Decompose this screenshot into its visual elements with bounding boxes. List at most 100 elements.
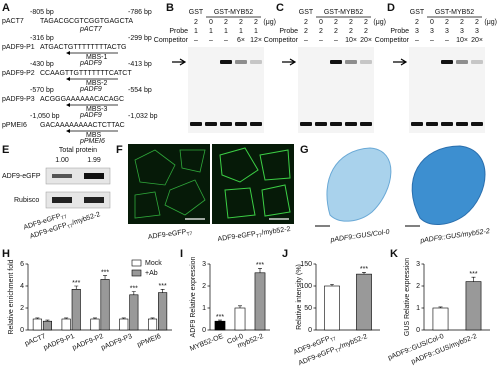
y-axis-label: Relative enrichment fold — [8, 259, 15, 334]
lane-value: – — [304, 37, 308, 44]
free-probe-band — [471, 122, 483, 126]
blot — [45, 191, 111, 209]
lane-value: – — [415, 37, 419, 44]
error-bar — [64, 317, 69, 319]
lane-value: – — [224, 37, 228, 44]
panel-letter: K — [390, 248, 398, 260]
lane-value: 2 — [334, 28, 338, 35]
arrow-head — [66, 129, 70, 133]
control-label: GST — [189, 9, 204, 16]
bar — [119, 318, 129, 331]
image-label: pADF9::GUS/Col-0 — [329, 229, 390, 244]
free-probe-band — [330, 122, 342, 126]
sequence: CCAAGTTGTTTTTTTCATCT — [40, 70, 132, 77]
site-label: MBS-1 — [86, 54, 108, 61]
significance: *** — [469, 271, 477, 278]
panel-letter: J — [282, 248, 288, 260]
significance: *** — [360, 266, 368, 273]
sequence-name: pADF9-P3 — [2, 96, 35, 103]
bar — [42, 320, 52, 331]
image-label: ADF9-eGFPT7/myb52-2 — [217, 226, 291, 246]
bar — [61, 318, 71, 331]
lane-value: – — [445, 37, 449, 44]
quantity: 1.00 — [55, 157, 69, 164]
lane-value: 0 — [430, 19, 434, 26]
significance: *** — [72, 280, 80, 287]
shifted-band — [250, 60, 262, 64]
error-bar — [330, 283, 334, 286]
free-probe-band — [205, 122, 217, 126]
protein-label: GST-MYB52 — [324, 9, 363, 16]
panel-letter: A — [2, 2, 10, 14]
y-tick-label: 1 — [202, 305, 206, 312]
row-label: Competitor — [375, 37, 410, 44]
lane-value: 2 — [349, 19, 353, 26]
free-probe-band — [456, 122, 468, 126]
panel-letter: C — [276, 2, 284, 14]
lane-value: 2 — [334, 19, 338, 26]
y-tick-label: 2 — [202, 283, 206, 290]
error-bar — [238, 305, 242, 308]
lane-value: 2 — [304, 28, 308, 35]
panel-letter: I — [180, 248, 183, 260]
leaf — [326, 147, 392, 222]
lane-value: 3 — [415, 28, 419, 35]
shifted-band — [360, 60, 372, 64]
bar — [324, 285, 340, 331]
free-probe-band — [220, 122, 232, 126]
leaf — [411, 145, 486, 225]
row-label: Competitor — [264, 37, 299, 44]
control-label: GST — [299, 9, 314, 16]
error-bar — [74, 285, 79, 290]
panel-letter: D — [387, 2, 395, 14]
lane-value: 12× — [250, 37, 262, 44]
sequence-name: pADF9-P2 — [2, 70, 35, 77]
y-axis-label: Relative intensity (%) — [296, 264, 303, 330]
y-tick-label: 6 — [20, 261, 24, 268]
error-bar — [35, 317, 40, 319]
free-probe-band — [411, 122, 423, 126]
lane-value: 2 — [445, 19, 449, 26]
position: -786 bp — [128, 9, 152, 16]
y-tick-label: 150 — [300, 261, 312, 268]
error-bar — [45, 319, 50, 322]
arrow-head — [66, 103, 70, 107]
significance: *** — [101, 269, 109, 276]
error-bar — [103, 275, 108, 280]
blot-row-label: ADF9-eGFP — [2, 173, 41, 180]
lane-value: 0 — [209, 19, 213, 26]
blot-title: Total protein — [59, 147, 97, 154]
error-bar — [471, 276, 476, 282]
lane-value: – — [430, 37, 434, 44]
sequence: ACGGGAAAAAACACAGC — [40, 96, 124, 103]
bar — [71, 288, 81, 331]
position: -554 bp — [128, 87, 152, 94]
site-label: MBS-3 — [86, 106, 108, 113]
shift-arrow — [393, 58, 408, 66]
gel — [298, 47, 374, 133]
site-label: MBS-2 — [86, 80, 108, 87]
bar — [129, 294, 139, 331]
unit: (μg) — [263, 19, 276, 26]
y-tick-label: 0 — [416, 327, 420, 334]
lane-value: 2 — [239, 19, 243, 26]
lane-value: 1 — [194, 28, 198, 35]
position: -1,032 bp — [128, 113, 158, 120]
lane-value: 2 — [349, 28, 353, 35]
gel — [188, 47, 264, 133]
unit: (μg) — [484, 19, 497, 26]
position: -805 bp — [30, 9, 54, 16]
free-probe-band — [250, 122, 262, 126]
lane-value: 6× — [237, 37, 245, 44]
arrow-head — [66, 51, 70, 55]
legend-swatch — [131, 269, 142, 277]
shifted-band — [471, 60, 483, 64]
band — [52, 197, 72, 203]
y-tick-label: 3 — [416, 261, 420, 268]
lane-value: – — [334, 37, 338, 44]
label-part: ADF9-eGFP — [148, 229, 187, 241]
lane-value: 2 — [415, 19, 419, 26]
y-axis-label: ADF9 Relative expression — [190, 256, 197, 337]
lane-value: 2 — [224, 19, 228, 26]
bar — [356, 273, 372, 331]
